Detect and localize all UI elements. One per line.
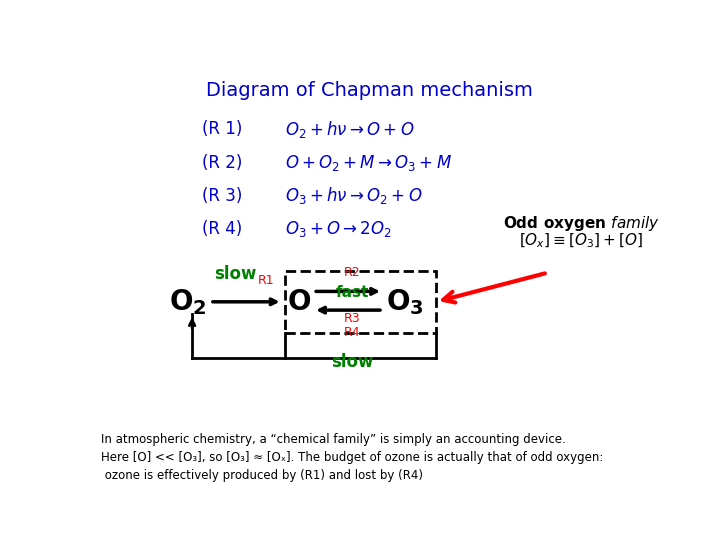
Text: (R 1): (R 1) bbox=[202, 120, 242, 138]
Text: R4: R4 bbox=[344, 326, 361, 339]
Text: (R 3): (R 3) bbox=[202, 187, 242, 205]
Text: slow: slow bbox=[214, 265, 256, 283]
Text: $O_3 + O \rightarrow 2O_2$: $O_3 + O \rightarrow 2O_2$ bbox=[285, 219, 392, 239]
Text: $\mathbf{O_2}$: $\mathbf{O_2}$ bbox=[168, 287, 207, 316]
Bar bbox=[285, 271, 436, 333]
Text: Odd oxygen $\it{family}$: Odd oxygen $\it{family}$ bbox=[503, 214, 660, 233]
Text: $O + O_2 + M \rightarrow O_3 + M$: $O + O_2 + M \rightarrow O_3 + M$ bbox=[285, 152, 452, 172]
Text: $\mathbf{O}$: $\mathbf{O}$ bbox=[287, 288, 311, 316]
Text: (R 4): (R 4) bbox=[202, 220, 242, 238]
Text: slow: slow bbox=[331, 353, 374, 371]
Text: In atmospheric chemistry, a “chemical family” is simply an accounting device.
He: In atmospheric chemistry, a “chemical fa… bbox=[101, 433, 603, 482]
Text: $[O_x] \equiv [O_3] + [O]$: $[O_x] \equiv [O_3] + [O]$ bbox=[519, 232, 643, 250]
Text: $O_2 + h\nu \rightarrow O + O$: $O_2 + h\nu \rightarrow O + O$ bbox=[285, 119, 415, 140]
Text: R3: R3 bbox=[344, 312, 361, 325]
Text: R1: R1 bbox=[258, 274, 274, 287]
Text: $\mathbf{O_3}$: $\mathbf{O_3}$ bbox=[387, 287, 424, 316]
Text: (R 2): (R 2) bbox=[202, 153, 242, 172]
Text: R2: R2 bbox=[344, 266, 361, 279]
Text: fast: fast bbox=[336, 285, 369, 300]
Text: $O_3 + h\nu \rightarrow O_2 + O$: $O_3 + h\nu \rightarrow O_2 + O$ bbox=[285, 185, 423, 206]
Text: Diagram of Chapman mechanism: Diagram of Chapman mechanism bbox=[206, 82, 532, 100]
